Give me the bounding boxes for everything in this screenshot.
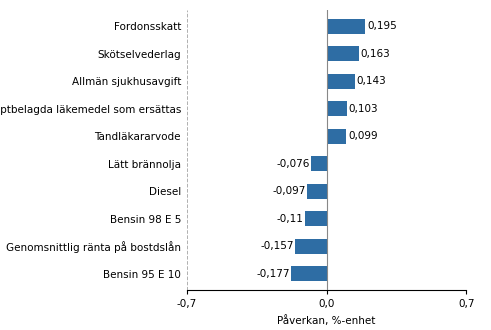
Text: 0,099: 0,099 <box>348 131 378 141</box>
Text: 0,143: 0,143 <box>356 77 386 86</box>
Bar <box>311 156 327 172</box>
Text: 0,195: 0,195 <box>367 21 397 31</box>
Bar <box>291 266 327 281</box>
Bar <box>327 19 365 34</box>
Bar <box>327 101 347 116</box>
Text: -0,11: -0,11 <box>276 214 303 224</box>
Bar <box>307 184 327 199</box>
X-axis label: Påverkan, %-enhet: Påverkan, %-enhet <box>277 315 376 326</box>
Text: -0,177: -0,177 <box>256 269 290 279</box>
Bar <box>327 46 359 61</box>
Text: 0,163: 0,163 <box>361 49 390 59</box>
Text: 0,103: 0,103 <box>349 104 379 114</box>
Bar <box>304 211 327 226</box>
Text: -0,076: -0,076 <box>276 159 310 169</box>
Bar <box>327 129 346 144</box>
Bar <box>327 74 355 89</box>
Bar <box>295 239 327 254</box>
Text: -0,157: -0,157 <box>260 242 294 251</box>
Text: -0,097: -0,097 <box>272 186 305 196</box>
